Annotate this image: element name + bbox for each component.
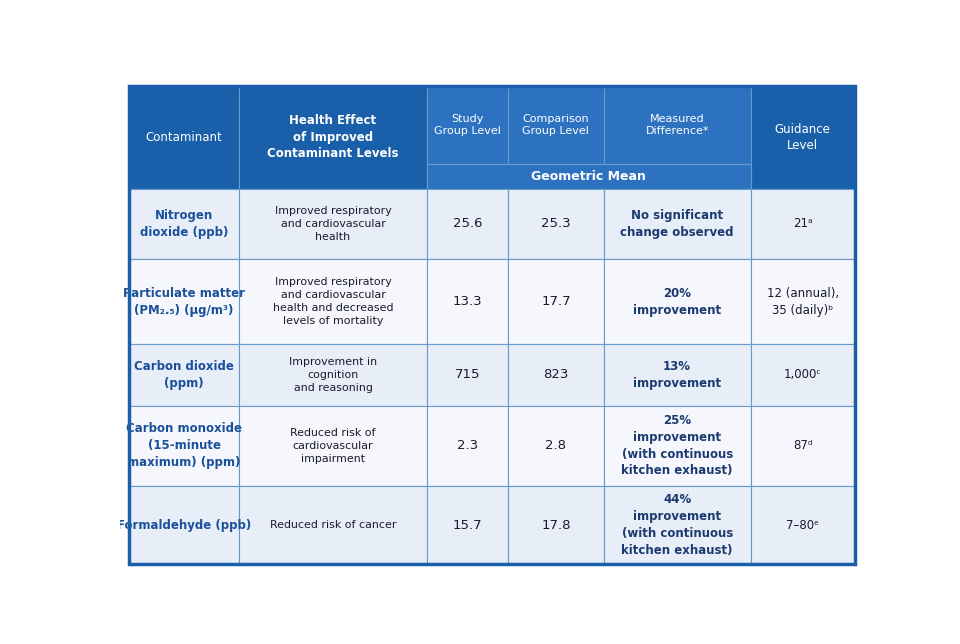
- Text: 823: 823: [543, 368, 568, 381]
- Bar: [426, 260, 508, 345]
- Text: Improved respiratory
and cardiovascular
health and decreased
levels of mortality: Improved respiratory and cardiovascular …: [273, 277, 394, 327]
- Text: 17.7: 17.7: [541, 296, 570, 308]
- Text: Study
Group Level: Study Group Level: [434, 113, 501, 137]
- Bar: [129, 406, 239, 486]
- Bar: [239, 406, 426, 486]
- Bar: [426, 406, 508, 486]
- Bar: [751, 345, 855, 406]
- Bar: [508, 486, 604, 564]
- Bar: [604, 86, 751, 164]
- Bar: [508, 406, 604, 486]
- Bar: [129, 260, 239, 345]
- Bar: [426, 486, 508, 564]
- Bar: [751, 486, 855, 564]
- Text: Formaldehyde (ppb): Formaldehyde (ppb): [117, 518, 252, 531]
- Text: Guidance
Level: Guidance Level: [775, 122, 830, 152]
- Bar: [426, 164, 751, 189]
- Text: Health Effect
of Improved
Contaminant Levels: Health Effect of Improved Contaminant Le…: [267, 115, 398, 160]
- Text: 25.6: 25.6: [452, 218, 482, 231]
- Text: No significant
change observed: No significant change observed: [620, 209, 733, 239]
- Text: 25.3: 25.3: [541, 218, 570, 231]
- Bar: [239, 486, 426, 564]
- Text: Reduced risk of
cardiovascular
impairment: Reduced risk of cardiovascular impairmen…: [290, 428, 375, 464]
- Bar: [129, 345, 239, 406]
- Text: Reduced risk of cancer: Reduced risk of cancer: [270, 520, 396, 530]
- Bar: [508, 260, 604, 345]
- Text: 44%
improvement
(with continuous
kitchen exhaust): 44% improvement (with continuous kitchen…: [621, 493, 732, 556]
- Bar: [604, 406, 751, 486]
- Text: 1,000ᶜ: 1,000ᶜ: [784, 368, 822, 381]
- Bar: [508, 86, 604, 164]
- Text: Improvement in
cognition
and reasoning: Improvement in cognition and reasoning: [289, 357, 377, 393]
- Bar: [426, 86, 508, 164]
- Text: 2.3: 2.3: [457, 439, 478, 452]
- Bar: [239, 260, 426, 345]
- Bar: [604, 345, 751, 406]
- Text: Carbon monoxide
(15-minute
maximum) (ppm): Carbon monoxide (15-minute maximum) (ppm…: [126, 422, 242, 469]
- Bar: [751, 260, 855, 345]
- Text: 17.8: 17.8: [541, 518, 570, 531]
- Bar: [508, 189, 604, 260]
- Bar: [426, 345, 508, 406]
- Bar: [239, 189, 426, 260]
- Text: 2.8: 2.8: [545, 439, 566, 452]
- Bar: [604, 260, 751, 345]
- Text: 25%
improvement
(with continuous
kitchen exhaust): 25% improvement (with continuous kitchen…: [621, 414, 732, 477]
- Bar: [129, 86, 239, 189]
- Text: Contaminant: Contaminant: [146, 131, 223, 144]
- Bar: [129, 189, 239, 260]
- Bar: [751, 86, 855, 189]
- Bar: [604, 189, 751, 260]
- Bar: [129, 486, 239, 564]
- Text: 715: 715: [455, 368, 480, 381]
- Bar: [426, 189, 508, 260]
- Text: 13.3: 13.3: [452, 296, 482, 308]
- Text: Particulate matter
(PM₂.₅) (μg/m³): Particulate matter (PM₂.₅) (μg/m³): [123, 287, 245, 317]
- Text: 7–80ᵉ: 7–80ᵉ: [786, 518, 819, 531]
- Text: 12 (annual),
35 (daily)ᵇ: 12 (annual), 35 (daily)ᵇ: [767, 287, 839, 317]
- Text: Geometric Mean: Geometric Mean: [531, 169, 646, 183]
- Text: Comparison
Group Level: Comparison Group Level: [522, 113, 589, 137]
- Text: 20%
improvement: 20% improvement: [633, 287, 721, 317]
- Bar: [239, 86, 426, 189]
- Bar: [751, 406, 855, 486]
- Text: Nitrogen
dioxide (ppb): Nitrogen dioxide (ppb): [140, 209, 228, 239]
- Bar: [508, 345, 604, 406]
- Text: 13%
improvement: 13% improvement: [633, 360, 721, 390]
- Text: 15.7: 15.7: [452, 518, 482, 531]
- Bar: [751, 189, 855, 260]
- Text: 21ᵃ: 21ᵃ: [793, 218, 812, 231]
- Text: Measured
Difference*: Measured Difference*: [645, 113, 708, 137]
- Text: Carbon dioxide
(ppm): Carbon dioxide (ppm): [134, 360, 234, 390]
- Bar: [604, 486, 751, 564]
- Bar: [239, 345, 426, 406]
- Text: Improved respiratory
and cardiovascular
health: Improved respiratory and cardiovascular …: [275, 206, 392, 242]
- Text: 87ᵈ: 87ᵈ: [793, 439, 812, 452]
